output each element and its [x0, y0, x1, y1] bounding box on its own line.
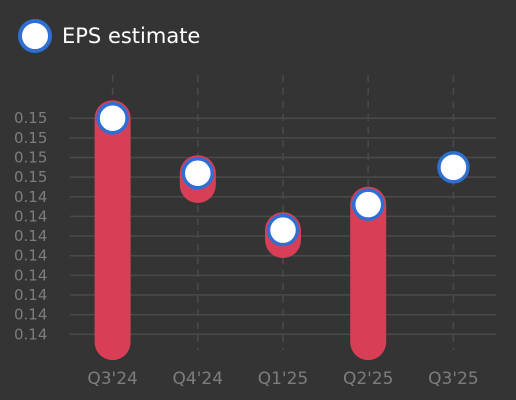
legend: EPS estimate [18, 19, 200, 53]
x-axis-ticks: Q3'24 Q4'24 Q1'25 Q2'25 Q3'25 [87, 369, 478, 389]
bars [94, 100, 387, 361]
y-tick-label: 0.14 [14, 306, 47, 324]
y-tick-label: 0.14 [14, 325, 47, 343]
y-tick-label: 0.14 [14, 247, 47, 265]
y-tick-label: 0.15 [14, 149, 47, 167]
y-tick-label: 0.14 [14, 188, 47, 206]
legend-marker-icon [18, 19, 52, 53]
eps-bar [94, 100, 131, 361]
eps-estimate-marker [96, 101, 129, 135]
y-tick-label: 0.14 [14, 286, 47, 304]
x-tick-label: Q1'25 [258, 369, 309, 389]
eps-bar [350, 186, 387, 361]
eps-estimate-marker [266, 213, 300, 247]
y-tick-label: 0.14 [14, 227, 47, 245]
eps-estimate-marker [181, 156, 215, 190]
x-tick-label: Q3'24 [87, 369, 138, 389]
legend-label: EPS estimate [62, 24, 201, 48]
y-tick-label: 0.15 [14, 168, 47, 186]
eps-estimate-marker [351, 188, 385, 221]
y-tick-label: 0.14 [14, 266, 47, 284]
x-tick-label: Q4'24 [173, 369, 224, 389]
x-tick-label: Q2'25 [343, 369, 394, 389]
estimate-markers [96, 101, 470, 247]
y-tick-label: 0.15 [14, 109, 47, 127]
eps-estimate-marker [437, 151, 470, 184]
y-tick-label: 0.14 [14, 207, 47, 225]
y-axis-ticks: 0.140.140.140.140.140.140.140.140.150.15… [14, 109, 47, 343]
x-tick-label: Q3'25 [428, 369, 479, 389]
y-tick-label: 0.15 [14, 129, 47, 147]
